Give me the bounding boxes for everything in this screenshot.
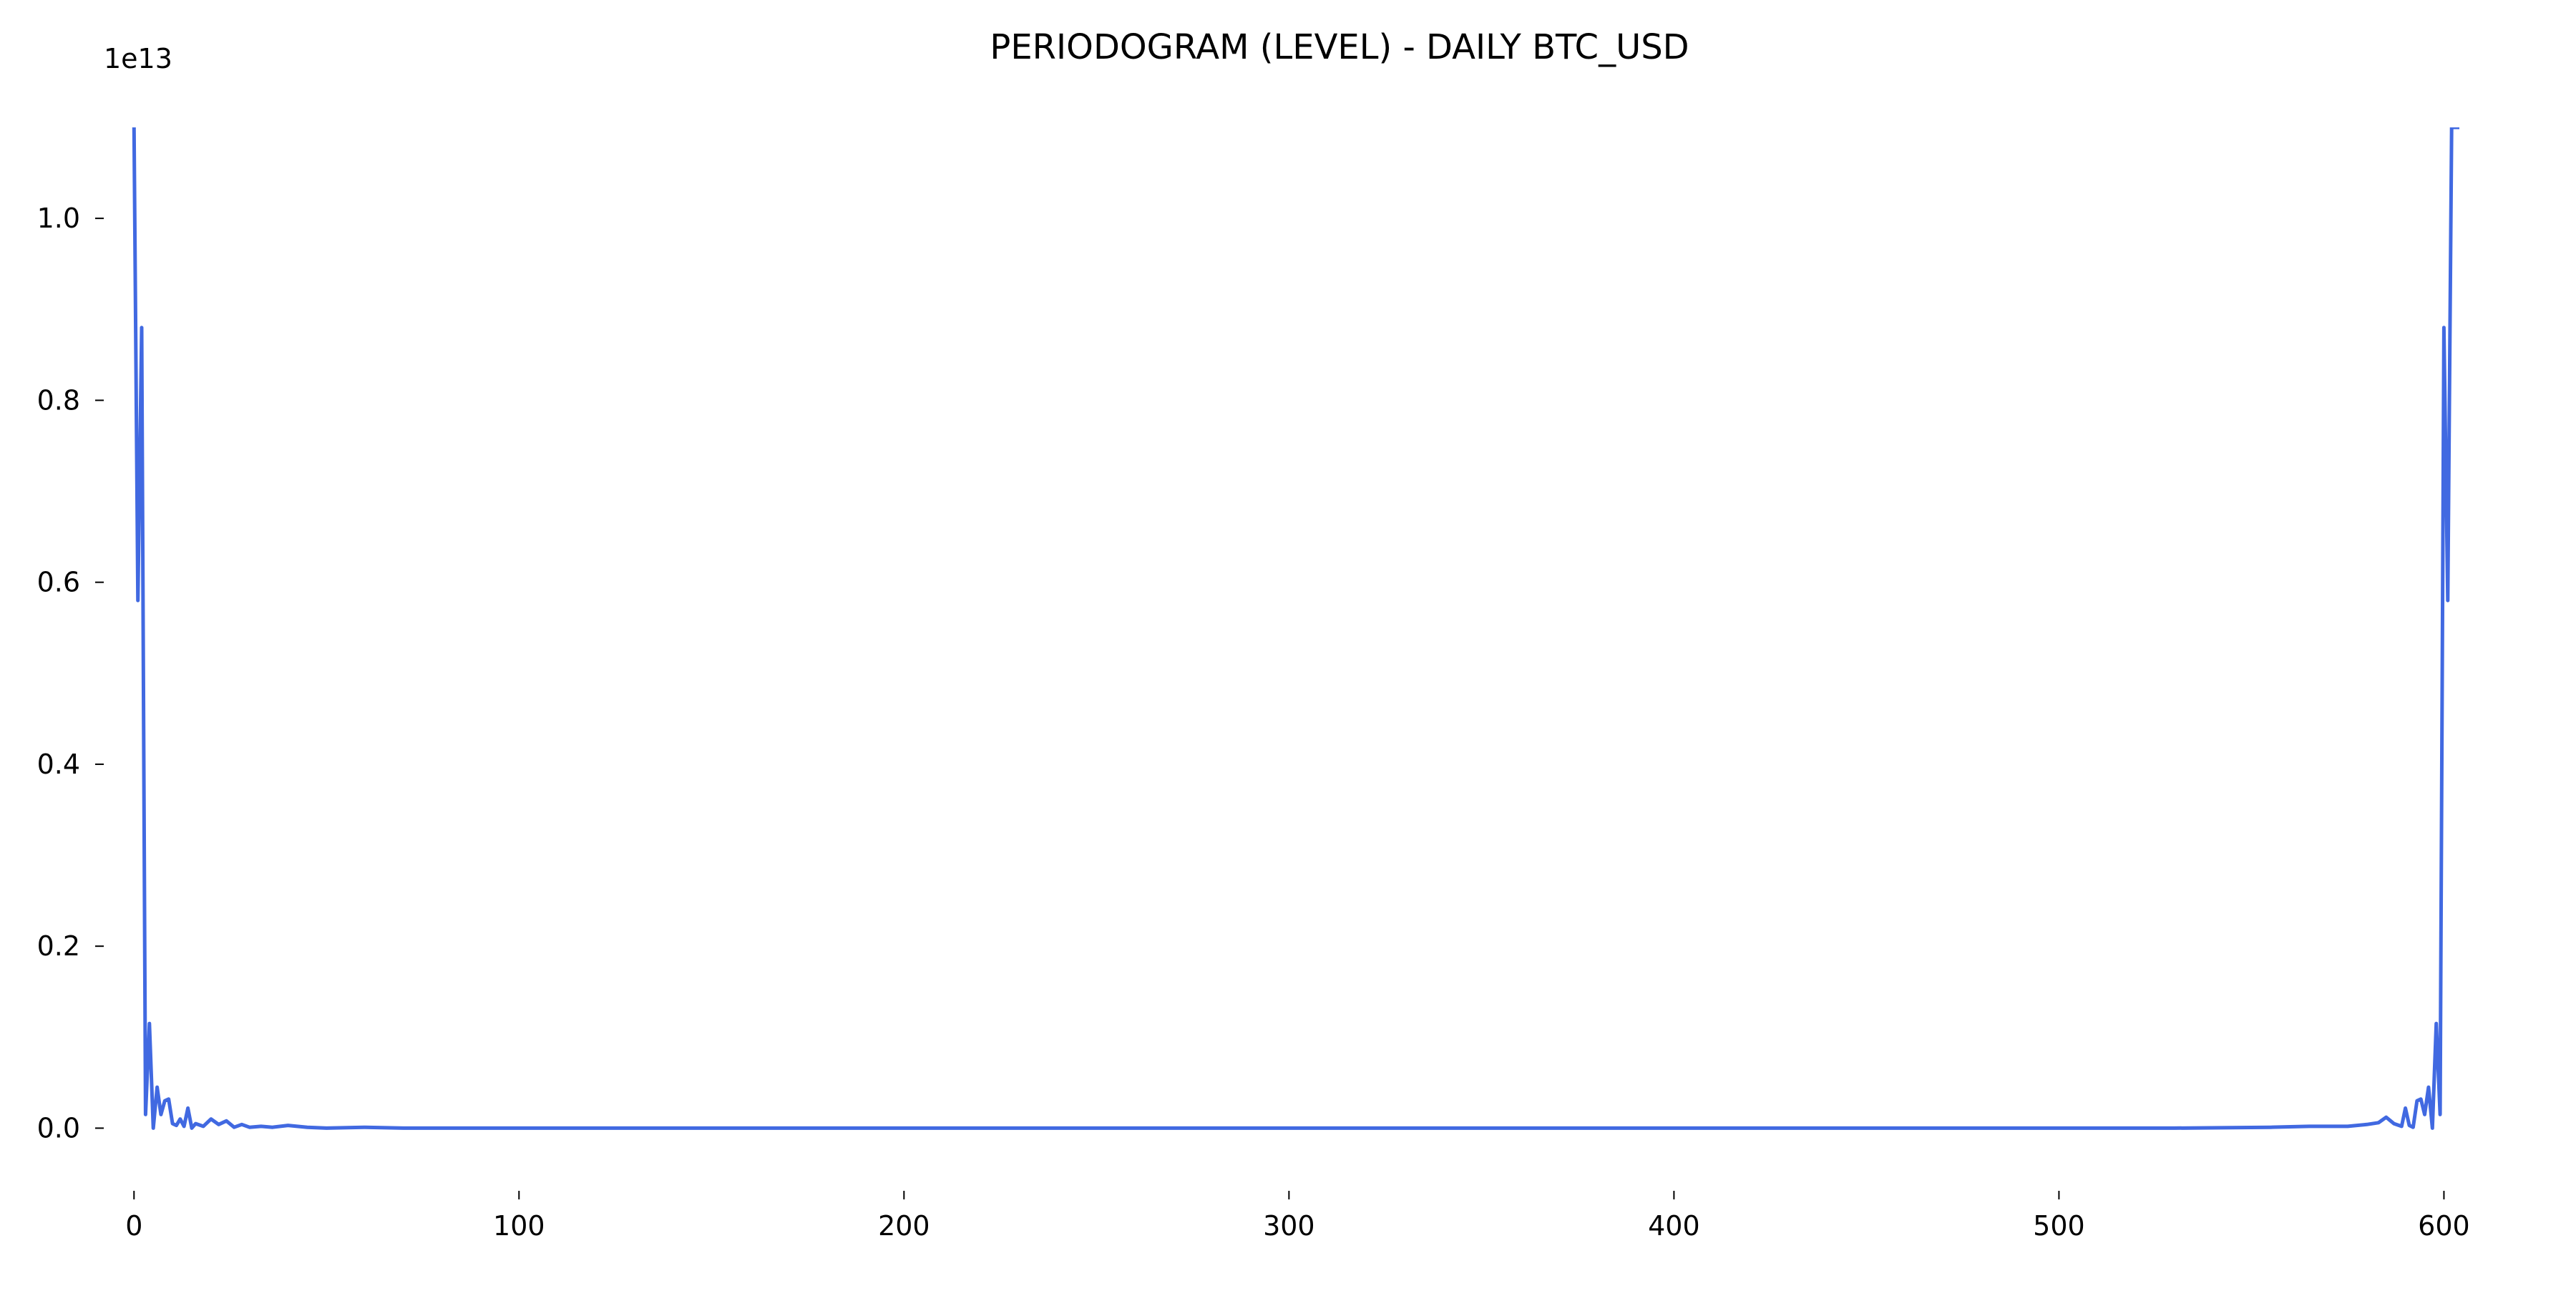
y-axis: 0.0 0.2 0.4 0.6 0.8 1.0	[37, 203, 104, 1144]
x-tick-label: 100	[493, 1210, 545, 1242]
y-axis-offset-label: 1e13	[104, 43, 172, 74]
y-tick-label: 0.2	[37, 930, 80, 962]
series-line-0	[132, 127, 2459, 1130]
chart-title: PERIODOGRAM (LEVEL) - DAILY BTC_USD	[990, 27, 1689, 67]
x-tick-label: 400	[1648, 1210, 1700, 1242]
x-tick-label: 300	[1263, 1210, 1315, 1242]
y-tick-label: 0.8	[37, 384, 80, 416]
x-axis: 0 100 200 300 400 500 600	[125, 1191, 2470, 1242]
x-tick-label: 0	[125, 1210, 142, 1242]
y-tick-label: 0.6	[37, 567, 80, 598]
x-tick-label: 500	[2033, 1210, 2085, 1242]
y-tick-label: 0.0	[37, 1112, 80, 1144]
y-tick-label: 0.4	[37, 749, 80, 780]
x-tick-label: 200	[878, 1210, 930, 1242]
series-layer	[132, 127, 2459, 1130]
x-tick-label: 600	[2418, 1210, 2470, 1242]
y-tick-label: 1.0	[37, 203, 80, 234]
